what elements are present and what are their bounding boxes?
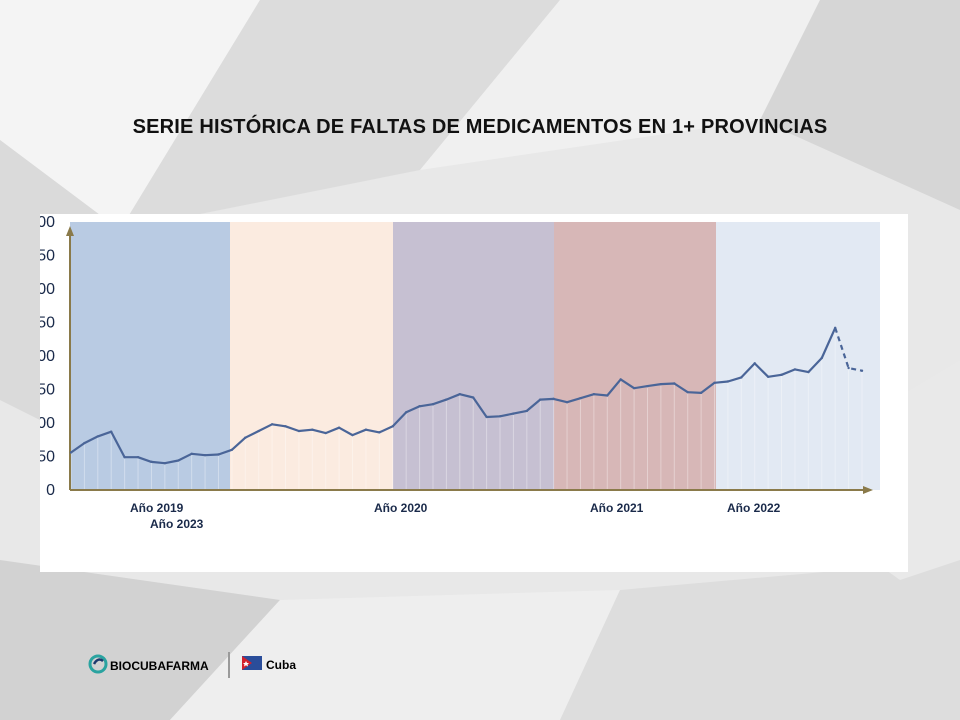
slide-title: SERIE HISTÓRICA DE FALTAS DE MEDICAMENTO… [132,116,828,138]
data-point [793,368,797,371]
data-point [860,369,864,372]
y-tick-label: 300 [40,281,55,298]
data-point [190,452,193,456]
data-point [632,386,636,390]
data-point [539,398,542,401]
brand-country: Cuba [266,658,296,672]
data-point [311,428,314,431]
biocubafarma-logo: BIOCUBAFARMA Cuba [88,650,318,680]
data-point [565,401,569,404]
data-point [391,425,394,428]
data-point [284,425,287,428]
y-tick-label: 400 [40,214,55,231]
data-point [512,412,515,415]
year-label: Año 2020 [374,501,428,515]
data-point [847,366,850,370]
data-point [458,392,461,396]
data-point [780,373,783,376]
data-point [337,426,341,429]
y-tick-label: 200 [40,348,55,365]
data-point [230,448,234,451]
data-point [807,370,810,374]
series-line [70,327,837,465]
data-point [485,415,488,419]
data-point [726,380,730,383]
data-point [525,409,529,413]
y-tick-label: 100 [40,415,55,432]
data-point [69,451,73,454]
y-axis-arrow-icon [66,226,74,236]
line-chart: 400 350 300 250 200 150 100 50 0 Año 2019 Año 2023… [40,214,880,531]
period-band-2 [230,222,393,490]
brand-name: BIOCUBAFARMA [110,659,209,673]
period-band-5 [716,222,880,490]
data-point [351,433,354,437]
y-tick-label: 150 [40,382,55,399]
data-point [820,356,823,360]
y-tick-label: 0 [46,482,55,499]
data-point [659,382,663,386]
year-label: Año 2023 [150,517,204,531]
data-point [766,375,770,378]
data-point [431,403,435,406]
data-point [163,462,167,465]
data-point [753,362,756,365]
y-tick-label: 250 [40,315,55,332]
data-point [404,411,408,414]
data-point [552,397,555,401]
brand-logo-graphic: BIOCUBAFARMA Cuba [88,652,296,678]
data-point [418,405,421,408]
period-band-4 [554,222,716,490]
year-label: Año 2019 [130,501,184,515]
data-point [619,378,622,381]
data-point [592,392,596,396]
data-point [297,429,301,433]
y-tick-label: 50 [40,449,55,466]
data-point [83,441,86,445]
data-point [244,436,247,439]
data-point [646,384,649,388]
x-axis-arrow-icon [863,486,873,494]
brand-mark-icon [88,654,108,674]
data-point [96,435,100,438]
data-point [136,455,140,459]
data-point [364,428,368,431]
data-point [579,397,582,400]
data-point [270,423,274,426]
data-point [257,429,260,433]
data-point [833,326,837,330]
year-label: Año 2021 [590,501,644,515]
chart-panel: 400 350 300 250 200 150 100 50 0 Año 2019 Año 2023… [40,214,908,572]
data-point [217,453,220,456]
data-point [713,381,716,384]
data-point [606,394,609,397]
data-point [150,460,153,464]
data-point [324,431,327,435]
data-point [445,398,448,401]
flag-icon [243,661,249,667]
data-point [110,430,113,433]
data-point [498,415,502,418]
data-point [740,376,743,379]
data-point [673,382,676,385]
data-point [378,431,381,434]
data-point [699,391,703,395]
data-point [472,396,475,399]
data-point [686,390,689,394]
year-label: Año 2022 [727,501,781,515]
data-point [177,459,180,462]
y-tick-label: 350 [40,248,55,265]
data-point [203,453,207,457]
period-band-1 [70,222,230,490]
period-band-3 [393,222,554,490]
data-point [123,455,126,459]
